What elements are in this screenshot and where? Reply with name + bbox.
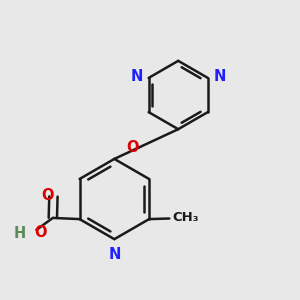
Text: CH₃: CH₃	[172, 211, 199, 224]
Text: O: O	[34, 225, 46, 240]
Text: H: H	[14, 226, 26, 241]
Text: O: O	[41, 188, 54, 203]
Text: N: N	[213, 69, 226, 84]
Text: O: O	[126, 140, 138, 154]
Text: N: N	[108, 247, 121, 262]
Text: N: N	[131, 69, 143, 84]
